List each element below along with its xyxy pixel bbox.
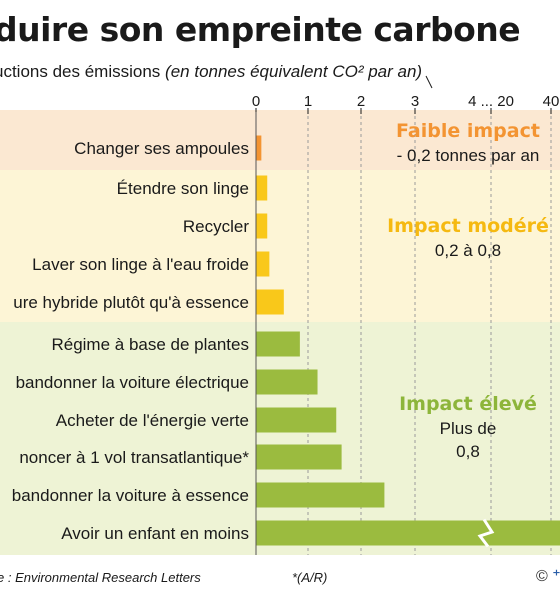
bar-label: bandonner la voiture à essence (12, 486, 249, 505)
bar-label: Recycler (183, 217, 249, 236)
bar (256, 482, 385, 508)
bar (256, 251, 270, 277)
x-tick-label: 3 (411, 93, 419, 110)
bar-label: bandonner la voiture électrique (16, 373, 249, 392)
group-title: Impact élevé (399, 393, 537, 415)
bar-break-mark (477, 518, 495, 548)
bar (256, 175, 268, 201)
band-high-impact (0, 322, 560, 555)
bar (256, 213, 268, 239)
chart-title: duire son empreinte carbone (0, 10, 521, 49)
bar-label: Laver son linge à l'eau froide (32, 255, 249, 274)
agency-logo-icon: ⁺ (552, 568, 560, 585)
credit: © ⁺ (536, 566, 560, 586)
x-tick-label: 1 (304, 93, 312, 110)
bar-label: Régime à base de plantes (51, 335, 249, 354)
bar (256, 289, 284, 315)
bar (256, 369, 318, 395)
x-tick-label: 4 ... 20 (468, 93, 514, 110)
x-tick-label: 0 (252, 93, 260, 110)
subtitle-main: uctions des émissions (0, 62, 161, 81)
group-description: 0,8 (456, 442, 480, 461)
bar-label: ure hybride plutôt qu'à essence (13, 293, 249, 312)
bar (256, 135, 262, 161)
bar-label: Étendre son linge (117, 179, 249, 198)
bar-label: Acheter de l'énergie verte (56, 411, 249, 430)
group-description: 0,2 à 0,8 (435, 241, 501, 260)
bar (256, 444, 342, 470)
group-description: - 0,2 tonnes par an (397, 146, 540, 165)
bar-label: noncer à 1 vol transatlantique* (19, 448, 249, 467)
axis-break-mark (425, 75, 433, 89)
subtitle-unit: (en tonnes équivalent CO² par an) (165, 62, 423, 81)
copyright-symbol: © (536, 568, 548, 585)
x-tick-label: 40 (543, 93, 560, 110)
bar (256, 407, 337, 433)
group-title: Faible impact (396, 120, 540, 142)
bar (256, 520, 560, 546)
footnote: *(A/R) (292, 570, 328, 585)
source-note: e : Environmental Research Letters (0, 570, 201, 585)
group-description: Plus de (440, 419, 497, 438)
bar-label: Changer ses ampoules (74, 139, 249, 158)
band-low-impact (0, 110, 560, 170)
chart-subtitle: uctions des émissions (en tonnes équival… (0, 62, 422, 82)
bar (256, 331, 300, 357)
x-tick-label: 2 (357, 93, 365, 110)
group-title: Impact modéré (387, 215, 549, 237)
bar-label: Avoir un enfant en moins (61, 524, 249, 543)
